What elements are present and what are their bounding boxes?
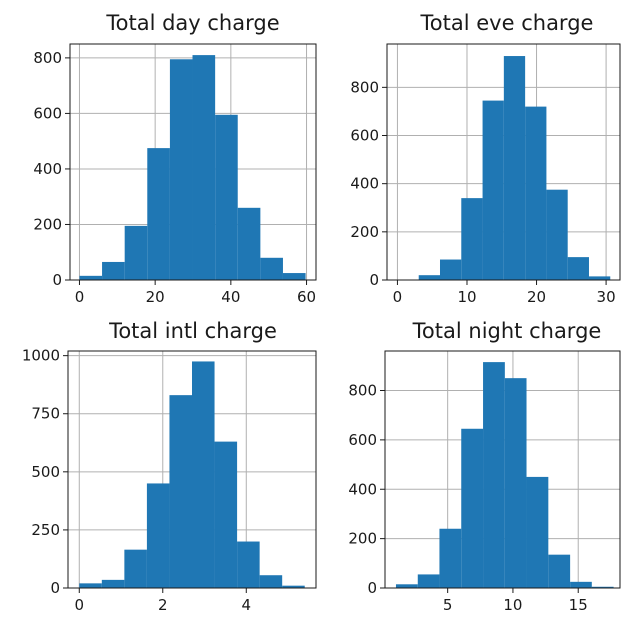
histogram-bar bbox=[214, 441, 238, 588]
histogram-bar bbox=[215, 114, 238, 280]
axes-frame bbox=[69, 43, 317, 281]
axes-frame bbox=[386, 43, 621, 281]
y-tick-label: 0 bbox=[367, 579, 377, 597]
histogram-bar bbox=[146, 483, 170, 588]
subplot-title: Total day charge bbox=[105, 11, 279, 35]
x-tick-label: 20 bbox=[527, 288, 546, 306]
histogram-bar bbox=[439, 528, 462, 588]
histogram-bar bbox=[169, 59, 193, 281]
histogram-bar bbox=[504, 378, 527, 588]
histogram-bar bbox=[124, 225, 148, 280]
y-tick-label: 400 bbox=[350, 175, 379, 193]
y-tick-label: 600 bbox=[33, 104, 62, 122]
histogram-bar bbox=[546, 189, 568, 280]
histogram-bar bbox=[503, 56, 526, 280]
x-tick-label: 30 bbox=[597, 288, 616, 306]
histogram-bar bbox=[282, 273, 306, 280]
subplot-4: 5 10 15 0 200 400 600 800 Total night charge bbox=[348, 319, 621, 614]
histogram-bar bbox=[461, 428, 484, 588]
y-tick-label: 400 bbox=[348, 480, 377, 498]
histogram-bar bbox=[439, 259, 462, 280]
histogram-bar bbox=[260, 257, 283, 280]
subplot-3: 0 2 4 0 250 500 750 1000 Total intl charge bbox=[22, 319, 317, 614]
histogram-bar bbox=[525, 106, 547, 280]
histogram-bar bbox=[282, 585, 305, 588]
histogram-bar bbox=[548, 554, 571, 588]
x-tick-label: 0 bbox=[393, 288, 403, 306]
y-tick-label: 400 bbox=[33, 160, 62, 178]
histogram-bar bbox=[79, 583, 102, 588]
y-tick-label: 600 bbox=[348, 431, 377, 449]
histogram-bar bbox=[102, 261, 125, 280]
histogram-bar bbox=[567, 257, 589, 280]
y-tick-label: 800 bbox=[350, 78, 379, 96]
y-tick-label: 500 bbox=[31, 463, 60, 481]
histogram-bar bbox=[192, 55, 216, 280]
histogram-bar bbox=[591, 586, 614, 588]
histogram-bar bbox=[124, 549, 147, 588]
y-tick-label: 0 bbox=[52, 271, 62, 289]
y-tick-label: 200 bbox=[348, 530, 377, 548]
histogram-bar bbox=[79, 275, 103, 280]
histogram-bar bbox=[588, 276, 611, 280]
x-tick-label: 10 bbox=[457, 288, 476, 306]
x-tick-label: 2 bbox=[158, 596, 168, 614]
y-tick-label: 750 bbox=[31, 405, 60, 423]
subplot-title: Total night charge bbox=[412, 319, 602, 343]
x-tick-label: 20 bbox=[146, 288, 165, 306]
histogram-bar bbox=[259, 575, 283, 588]
axes-frame bbox=[67, 350, 317, 589]
histogram-bar bbox=[169, 395, 192, 588]
subplot-2: 0 10 20 30 0 200 400 600 800 Total eve charge bbox=[350, 11, 621, 306]
histogram-bar bbox=[417, 574, 440, 588]
y-tick-label: 0 bbox=[369, 271, 379, 289]
histogram-bar bbox=[192, 361, 215, 588]
y-tick-label: 800 bbox=[348, 382, 377, 400]
y-tick-label: 250 bbox=[31, 521, 60, 539]
x-tick-label: 5 bbox=[443, 596, 453, 614]
x-tick-label: 60 bbox=[297, 288, 316, 306]
y-tick-label: 1000 bbox=[22, 347, 60, 365]
histogram-bar bbox=[570, 581, 592, 588]
y-tick-label: 200 bbox=[33, 215, 62, 233]
histogram-bar bbox=[147, 148, 170, 280]
x-tick-label: 40 bbox=[221, 288, 240, 306]
x-tick-label: 15 bbox=[569, 596, 588, 614]
y-tick-label: 800 bbox=[33, 49, 62, 67]
x-tick-label: 4 bbox=[242, 596, 252, 614]
y-tick-label: 200 bbox=[350, 223, 379, 241]
y-tick-label: 0 bbox=[50, 579, 60, 597]
x-tick-label: 10 bbox=[503, 596, 522, 614]
histogram-bar bbox=[482, 100, 504, 281]
axes-frame bbox=[384, 350, 621, 589]
histogram-bar bbox=[237, 207, 261, 280]
histogram-bar bbox=[395, 584, 418, 588]
x-tick-label: 0 bbox=[74, 596, 84, 614]
y-tick-label: 600 bbox=[350, 127, 379, 145]
subplot-title: Total intl charge bbox=[108, 319, 277, 343]
histogram-bar bbox=[483, 362, 505, 588]
histogram-bar bbox=[101, 579, 125, 588]
histogram-bar bbox=[418, 275, 440, 280]
histogram-bar bbox=[526, 476, 549, 588]
histogram-bar bbox=[461, 198, 483, 280]
subplot-title: Total eve charge bbox=[420, 11, 594, 35]
histogram-bar bbox=[237, 541, 260, 588]
x-tick-label: 0 bbox=[75, 288, 85, 306]
